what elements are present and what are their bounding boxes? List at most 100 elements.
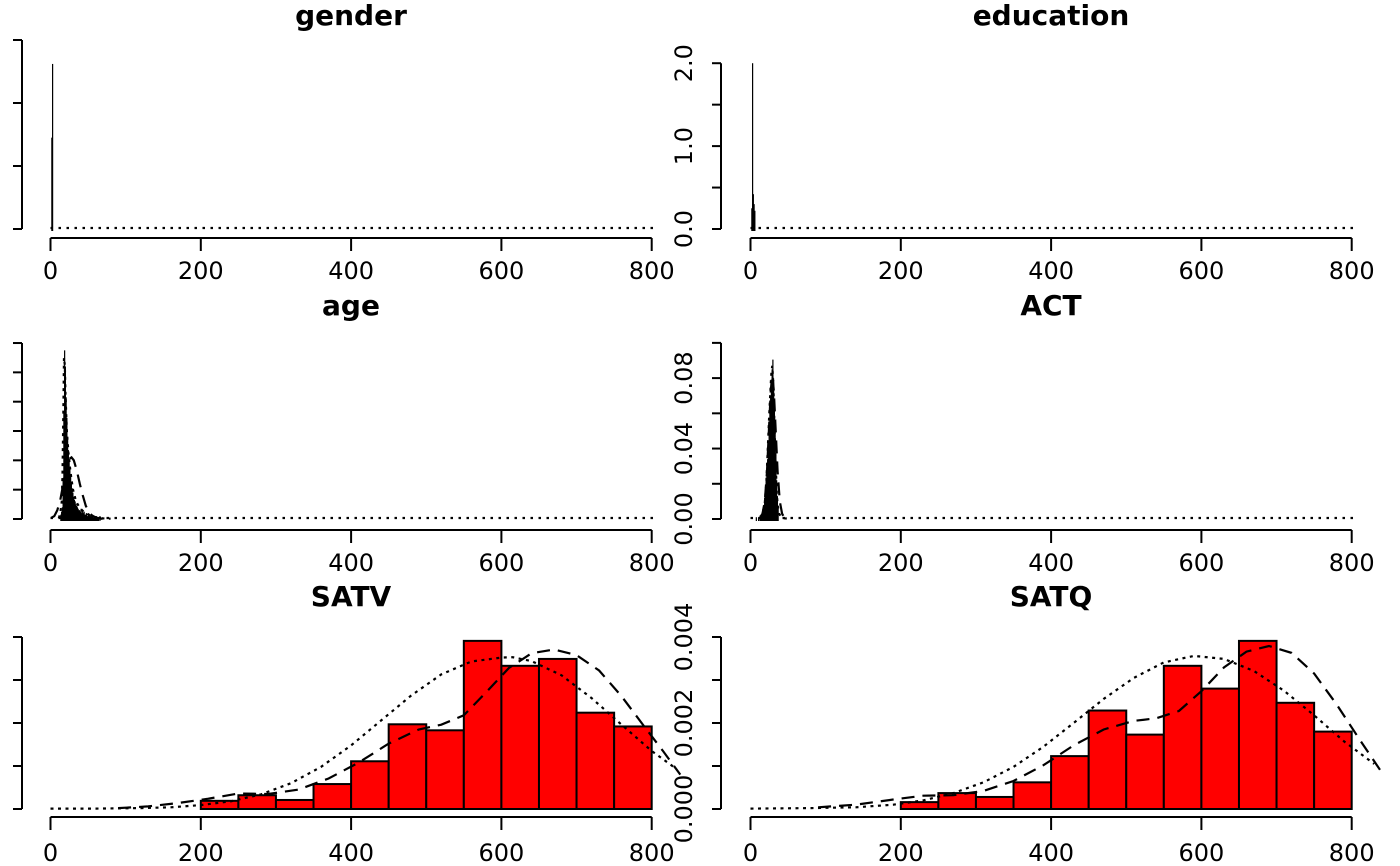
panel-gender: 0 200 400 600 800 (13, 39, 675, 285)
bar (81, 513, 83, 521)
bar (85, 513, 88, 521)
curve-density (57, 357, 111, 520)
bar (769, 413, 771, 521)
bar (76, 505, 78, 521)
x-tick-label: 400 (328, 257, 374, 285)
x-tick-label: 600 (1178, 549, 1224, 577)
x-tick-label: 400 (1028, 549, 1074, 577)
bar (613, 725, 653, 810)
bar (91, 516, 93, 521)
bar (974, 795, 1015, 811)
bar (199, 799, 240, 811)
x-tick-label: 0 (43, 839, 58, 866)
y-axis (13, 39, 23, 230)
bar (77, 508, 79, 521)
panel-title-education: education (972, 0, 1130, 32)
bar (765, 480, 767, 521)
bar (82, 513, 85, 521)
bar (71, 488, 73, 521)
bar (773, 402, 775, 521)
x-axis: 0 200 400 600 800 (743, 237, 1375, 285)
bar (94, 517, 96, 521)
bar (86, 516, 88, 521)
bar (90, 516, 92, 521)
bar (96, 517, 98, 521)
curve-density (759, 365, 789, 520)
x-tick-label: 200 (178, 549, 224, 577)
bar (61, 511, 63, 521)
bar (761, 511, 763, 521)
bar (387, 723, 428, 810)
bar (772, 359, 774, 521)
bar (237, 794, 277, 810)
bar (94, 517, 97, 521)
x-tick-label: 200 (178, 257, 224, 285)
curve-density (818, 644, 1383, 809)
y-tick-label: 0.004 (670, 603, 698, 672)
panel-title-satv: SATV (310, 580, 392, 613)
y-tick-label: 0.00 (670, 492, 698, 545)
y-tick-label: 0.002 (670, 689, 698, 758)
bar (84, 514, 86, 521)
y-tick-label: 2.0 (670, 44, 698, 82)
bar (79, 511, 82, 521)
bar (72, 492, 74, 521)
bar (65, 397, 67, 521)
bar (763, 504, 765, 521)
histogram-bars (51, 63, 54, 231)
x-tick-label: 800 (1329, 839, 1375, 866)
x-tick-label: 200 (178, 839, 224, 866)
bar (1237, 639, 1278, 810)
y-axis: 0.0 1.0 2.0 (670, 44, 722, 248)
bar (767, 445, 769, 521)
bar (92, 517, 94, 521)
bar (70, 482, 72, 521)
x-tick-label: 400 (1028, 257, 1074, 285)
bar (67, 436, 69, 521)
bar (774, 429, 776, 521)
bar (767, 459, 769, 521)
x-tick-label: 0 (43, 257, 58, 285)
x-axis: 0 200 400 600 800 (743, 816, 1375, 866)
bar (771, 369, 773, 521)
bar (67, 450, 69, 521)
y-axis: 0.000 0.002 0.004 (670, 603, 722, 844)
bar (87, 516, 89, 521)
bar (753, 204, 755, 231)
bar (70, 476, 72, 521)
bar (93, 516, 95, 521)
bar (768, 430, 770, 521)
bar (766, 469, 768, 521)
curve-density (118, 648, 682, 810)
y-axis (13, 342, 23, 520)
x-tick-label: 0 (43, 549, 58, 577)
bar (764, 490, 766, 521)
x-tick-label: 600 (478, 257, 524, 285)
bar (1275, 701, 1316, 810)
panel-title-age: age (322, 289, 380, 322)
bar (1012, 781, 1053, 811)
x-tick-label: 600 (478, 839, 524, 866)
bar (764, 497, 766, 521)
x-tick-label: 0 (743, 257, 758, 285)
x-tick-label: 200 (878, 257, 924, 285)
bar (759, 515, 761, 521)
x-axis: 0 200 400 600 800 (43, 237, 675, 285)
histogram-bars (899, 639, 1353, 811)
panel-SATV: 0 200 400 600 800 (13, 636, 682, 866)
bar (1162, 664, 1203, 810)
bar (73, 497, 75, 521)
bar (85, 514, 87, 521)
curve-normal-fit (759, 374, 789, 520)
y-tick-label: 0.08 (670, 351, 698, 404)
x-tick-label: 600 (1178, 257, 1224, 285)
bar (760, 515, 762, 521)
y-tick-label: 0.000 (670, 775, 698, 844)
bar (64, 350, 66, 521)
bar (76, 507, 79, 521)
x-tick-label: 800 (629, 257, 675, 285)
panel-education: 0.0 1.0 2.0 0 200 400 600 800 (670, 44, 1375, 285)
x-axis: 0 200 400 600 800 (43, 529, 675, 577)
